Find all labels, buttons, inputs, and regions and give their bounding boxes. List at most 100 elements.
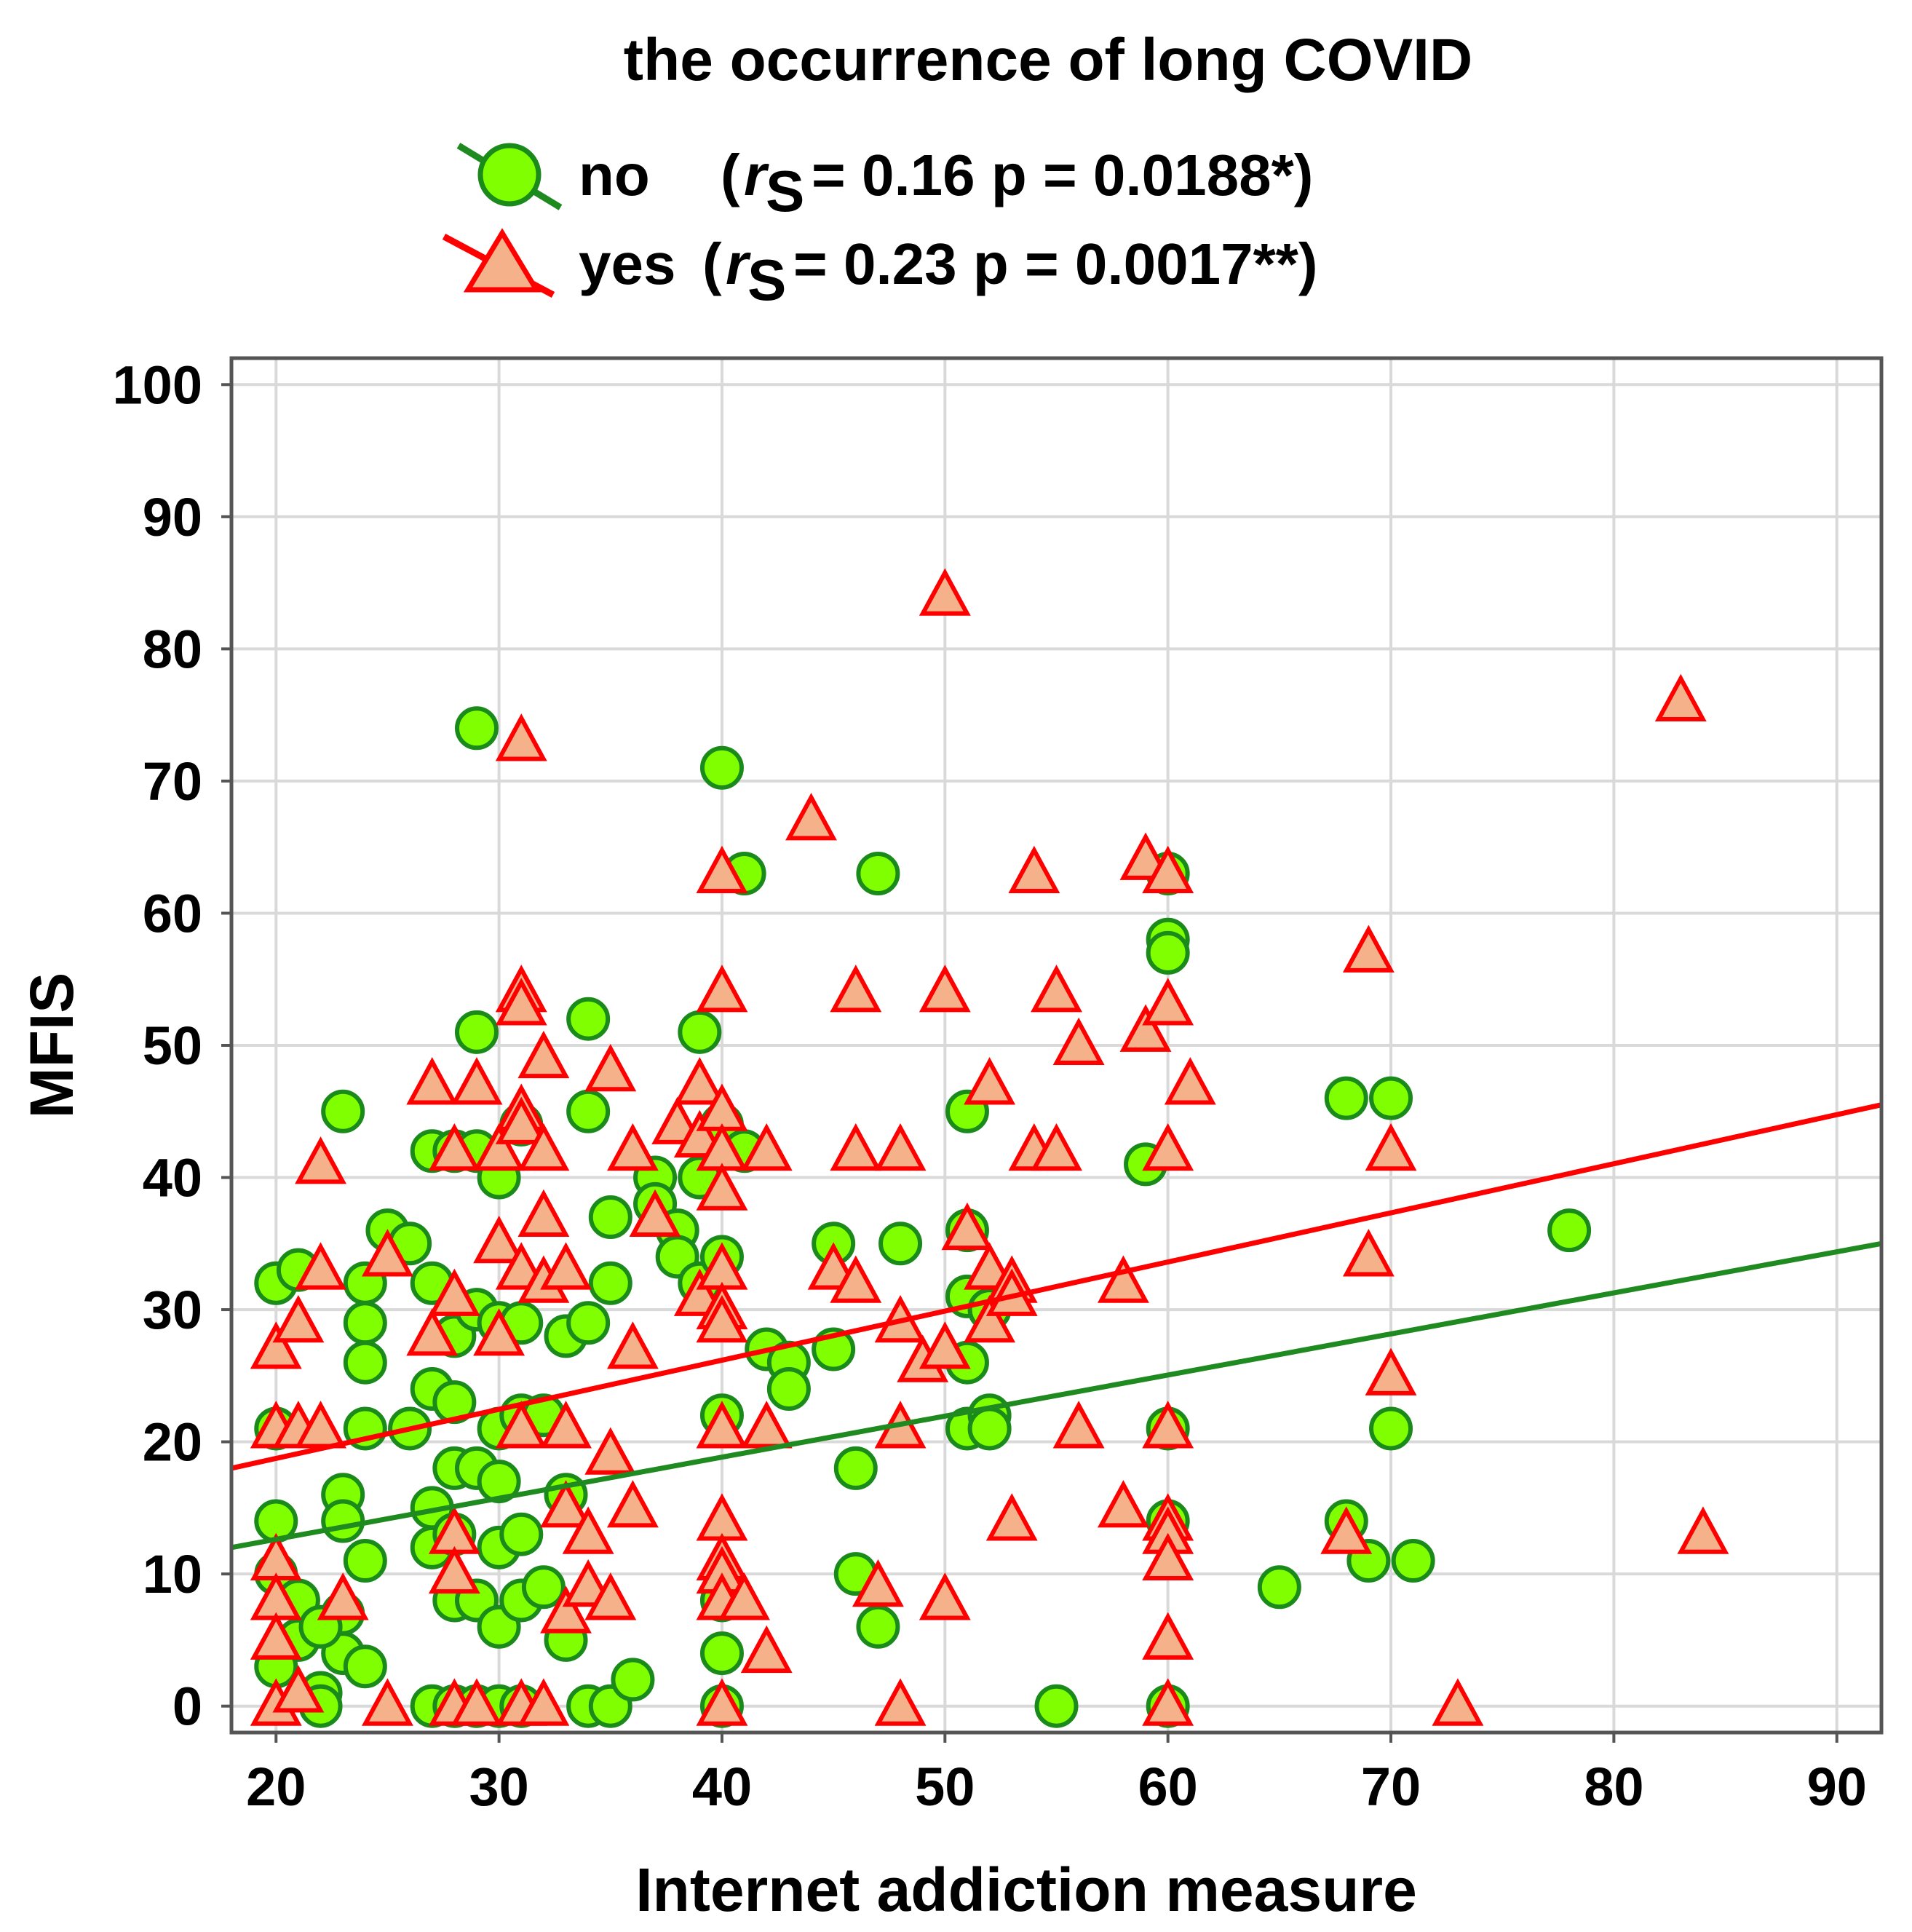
point-yes: [362, 1678, 413, 1726]
point-yes: [830, 965, 882, 1013]
legend-yes-triangle-icon: [463, 228, 542, 293]
point-yes: [495, 1401, 547, 1449]
point-yes: [740, 1401, 793, 1449]
point-yes: [362, 1229, 413, 1277]
y-tick-label: 30: [143, 1280, 202, 1340]
legend-no-prefix: (: [721, 143, 740, 207]
legend-no-circle-icon: [477, 143, 542, 207]
point-yes: [295, 1242, 346, 1290]
point-yes: [1342, 1229, 1395, 1277]
point-yes: [874, 1678, 927, 1726]
y-tick-label: 20: [143, 1412, 202, 1473]
point-yes: [517, 1189, 570, 1237]
point-yes: [740, 1123, 793, 1171]
point-no: [477, 1460, 521, 1504]
point-yes: [517, 1678, 570, 1726]
point-yes: [919, 1572, 971, 1620]
point-yes: [696, 1678, 748, 1726]
point-yes: [1365, 1123, 1417, 1171]
y-tick-label: 70: [143, 751, 202, 812]
point-yes: [1432, 1678, 1484, 1726]
point-no: [1369, 1406, 1413, 1451]
y-tick-label: 10: [143, 1544, 202, 1604]
point-yes: [1142, 1612, 1194, 1660]
point-yes: [1654, 673, 1707, 721]
point-yes: [451, 1057, 503, 1105]
legend-item-yes: yes ( r S = 0.23 p = 0.0017**): [442, 228, 1318, 312]
fit-lines: [231, 1102, 1882, 1551]
x-axis-ticks: 20 30 40 50 60 70 80 90: [246, 1733, 1867, 1817]
point-yes: [406, 1308, 459, 1356]
x-tick-label: 40: [692, 1757, 752, 1817]
point-no: [566, 997, 611, 1041]
point-yes: [272, 1294, 325, 1343]
y-tick-label: 50: [143, 1016, 202, 1076]
point-yes: [964, 1057, 1016, 1105]
point-yes: [941, 1202, 993, 1251]
legend-no-stat: = 0.16 p = 0.0188*): [812, 143, 1313, 207]
fit-line-yes: [231, 1102, 1882, 1471]
x-tick-label: 90: [1807, 1757, 1867, 1817]
point-yes: [584, 1572, 637, 1620]
y-tick-label: 100: [113, 355, 202, 415]
y-tick-label: 60: [143, 883, 202, 943]
point-yes: [964, 1294, 1016, 1343]
point-yes: [1142, 1678, 1194, 1726]
point-yes: [1008, 845, 1060, 893]
point-yes: [540, 1401, 592, 1449]
legend-yes-stat: = 0.23 p = 0.0017**): [793, 231, 1318, 296]
point-yes: [540, 1585, 592, 1634]
point-yes: [919, 568, 971, 616]
point-no: [566, 1301, 611, 1345]
x-tick-label: 20: [246, 1757, 306, 1817]
legend-yes-r-subscript: S: [747, 248, 786, 312]
data-points: [250, 568, 1729, 1728]
point-no: [521, 1565, 566, 1610]
point-yes: [584, 1044, 637, 1092]
point-no: [856, 852, 900, 895]
point-yes: [1052, 1401, 1105, 1449]
point-yes: [495, 1096, 547, 1144]
point-no: [343, 1644, 387, 1689]
y-tick-label: 90: [143, 487, 202, 547]
point-yes: [1142, 1401, 1194, 1449]
point-yes: [1365, 1347, 1417, 1395]
point-yes: [606, 1321, 659, 1369]
x-tick-label: 80: [1584, 1757, 1643, 1817]
point-yes: [1142, 1123, 1194, 1171]
point-yes: [1052, 1017, 1105, 1065]
point-yes: [606, 1480, 659, 1528]
point-yes: [696, 845, 748, 893]
point-no: [833, 1446, 878, 1490]
point-no: [499, 1512, 544, 1556]
legend-no-r-subscript: S: [766, 159, 804, 223]
point-yes: [1142, 845, 1194, 893]
point-yes: [1320, 1506, 1373, 1554]
point-no: [611, 1658, 655, 1702]
point-yes: [540, 1480, 592, 1528]
point-yes: [250, 1612, 302, 1660]
point-no: [432, 1380, 477, 1425]
point-no: [1146, 930, 1190, 975]
point-yes: [317, 1572, 369, 1620]
point-yes: [584, 1427, 637, 1475]
point-no: [678, 1010, 722, 1054]
x-tick-label: 50: [915, 1757, 975, 1817]
legend-no-label: no: [579, 143, 650, 207]
point-yes: [428, 1268, 480, 1316]
legend-item-no: no ( r S = 0.16 p = 0.0188*): [456, 143, 1313, 223]
y-axis-title: MFIS: [17, 973, 86, 1119]
point-no: [343, 1301, 387, 1345]
point-no: [1324, 1076, 1368, 1120]
point-yes: [473, 1123, 525, 1171]
point-yes: [718, 1572, 771, 1620]
point-no: [878, 1222, 923, 1266]
point-yes: [1031, 1123, 1082, 1171]
point-yes: [874, 1123, 927, 1171]
point-yes: [295, 1136, 346, 1184]
point-yes: [451, 1678, 503, 1726]
point-yes: [696, 1401, 748, 1449]
legend-yes-label: yes: [579, 231, 675, 296]
point-no: [321, 1089, 365, 1133]
chart-title: the occurrence of long COVID: [624, 27, 1472, 93]
